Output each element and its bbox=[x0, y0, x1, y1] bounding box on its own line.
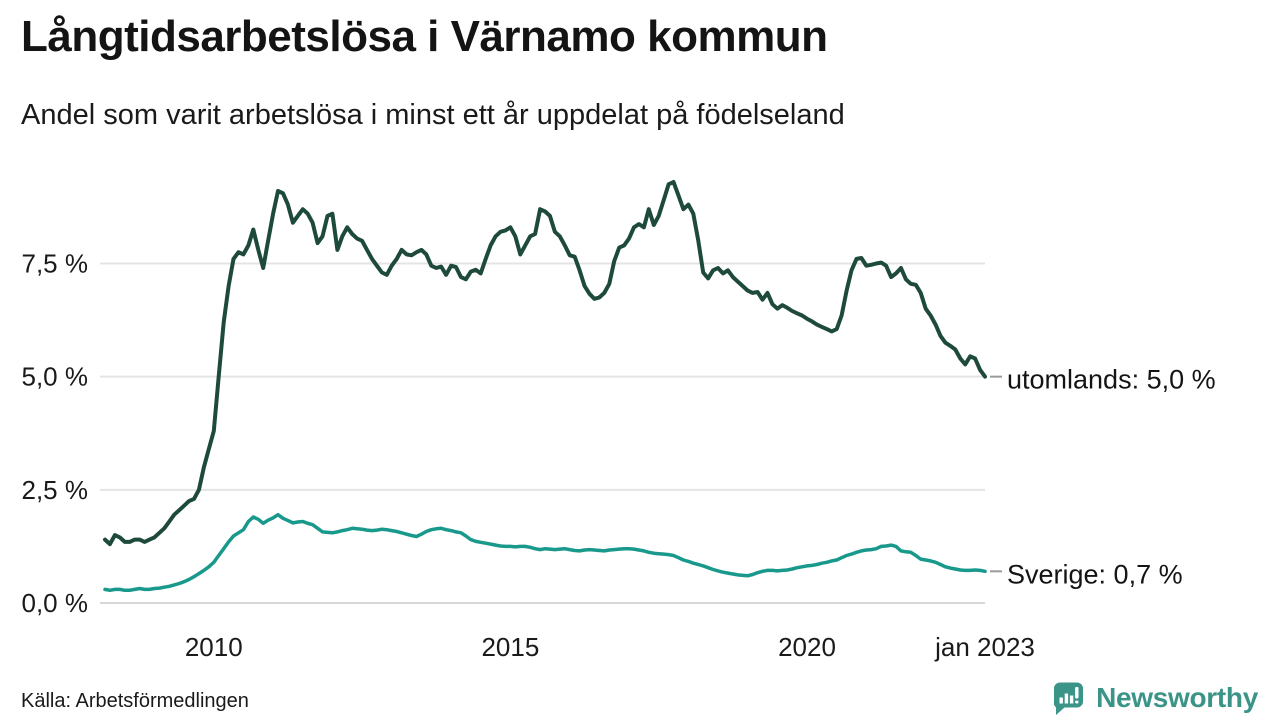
newsworthy-wordmark: Newsworthy bbox=[1096, 681, 1258, 713]
sverige-end-label: Sverige: 0,7 % bbox=[1007, 559, 1183, 589]
x-axis-tick-labels: 2010 2015 2020 jan 2023 bbox=[185, 632, 1035, 662]
y-tick-label: 2,5 % bbox=[22, 475, 89, 505]
source-note: Källa: Arbetsförmedlingen bbox=[21, 690, 249, 712]
series-lines bbox=[103, 180, 987, 593]
chart-subtitle: Andel som varit arbetslösa i minst ett å… bbox=[21, 99, 845, 131]
utomlands-line bbox=[103, 180, 987, 547]
y-tick-label: 7,5 % bbox=[22, 248, 89, 278]
series-end-labels: utomlands: 5,0 % Sverige: 0,7 % bbox=[990, 365, 1216, 589]
sverige-line bbox=[103, 512, 987, 593]
utomlands-end-label: utomlands: 5,0 % bbox=[1007, 365, 1216, 395]
y-axis-tick-labels: 0,0 % 2,5 % 5,0 % 7,5 % bbox=[22, 248, 89, 618]
y-tick-label: 5,0 % bbox=[22, 362, 89, 392]
x-tick-label: jan 2023 bbox=[934, 632, 1035, 662]
chart-title: Långtidsarbetslösa i Värnamo kommun bbox=[21, 12, 828, 61]
newsworthy-logo: Newsworthy bbox=[1050, 679, 1258, 716]
bar-chart-glyph bbox=[1059, 687, 1079, 704]
gridlines bbox=[100, 262, 985, 604]
y-tick-label: 0,0 % bbox=[22, 588, 89, 618]
bar-chart-speech-bubble-icon bbox=[1053, 682, 1084, 715]
x-tick-label: 2010 bbox=[185, 632, 243, 662]
x-tick-label: 2015 bbox=[481, 632, 539, 662]
x-tick-label: 2020 bbox=[778, 632, 836, 662]
